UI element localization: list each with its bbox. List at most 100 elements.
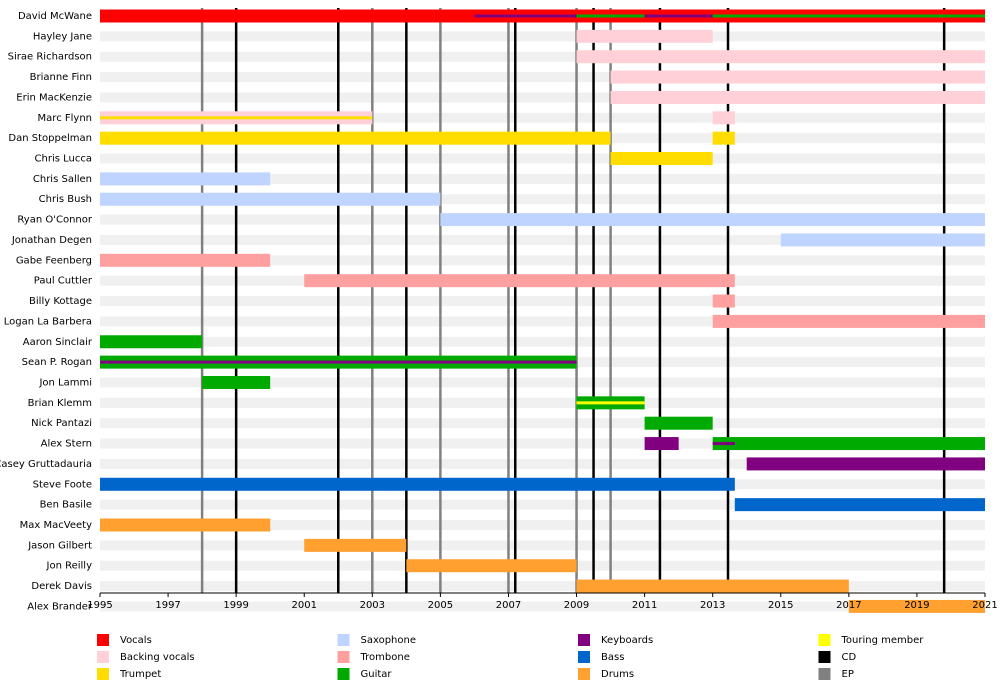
- legend-swatch: [97, 634, 109, 646]
- member-name: Hayley Jane: [33, 31, 92, 42]
- bar: [100, 131, 611, 145]
- bar: [746, 457, 985, 471]
- bar: [712, 314, 985, 328]
- x-tick-label: 1995: [87, 600, 112, 611]
- bar: [644, 437, 679, 451]
- legend-label: Trombone: [360, 652, 410, 663]
- member-name: Sean P. Rogan: [22, 357, 92, 368]
- member-name: Dan Stoppelman: [8, 133, 92, 144]
- member-name: Brian Klemm: [28, 398, 92, 409]
- row-band: [100, 377, 985, 388]
- legend-swatch: [578, 651, 590, 663]
- member-name: Marc Flynn: [38, 113, 92, 124]
- member-name: Erin MacKenzie: [16, 92, 92, 103]
- row-band: [100, 31, 985, 42]
- member-name: Paul Cuttler: [34, 276, 93, 287]
- legend-swatch: [818, 634, 831, 646]
- legend-label: Bass: [601, 652, 624, 663]
- bar: [440, 213, 985, 227]
- bar: [304, 538, 407, 552]
- bar: [406, 559, 577, 573]
- bar: [100, 192, 441, 206]
- legend-swatch: [337, 634, 350, 646]
- bar: [576, 29, 713, 43]
- legend-label: Saxophone: [361, 635, 417, 646]
- legend-label: Trumpet: [119, 669, 161, 680]
- member-name: Ryan O'Connor: [17, 215, 92, 226]
- member-name: Logan La Barbera: [4, 316, 92, 327]
- legend-swatch: [818, 651, 831, 663]
- member-name: Alex Brander: [27, 601, 93, 612]
- row-band: [100, 581, 985, 592]
- row-band: [100, 173, 985, 184]
- legend-label: Vocals: [120, 635, 152, 646]
- row-band: [100, 112, 985, 123]
- member-name: David McWane: [18, 11, 92, 22]
- row-band: [100, 153, 985, 164]
- bar: [100, 172, 271, 186]
- bar-stripe: [712, 442, 735, 446]
- row-band: [100, 540, 985, 551]
- legend-label: Backing vocals: [120, 652, 195, 663]
- member-name: Derek Davis: [31, 581, 92, 592]
- bar: [610, 70, 985, 84]
- row-band: [100, 92, 985, 103]
- bar-stripe: [100, 360, 577, 364]
- legend-swatch: [818, 668, 831, 680]
- bar: [100, 518, 271, 532]
- x-tick-label: 1999: [223, 600, 248, 611]
- row-band: [100, 336, 985, 347]
- bar: [100, 335, 203, 349]
- bar: [100, 477, 735, 491]
- bar: [576, 579, 849, 593]
- bar-stripe: [100, 116, 373, 120]
- x-tick-label: 2003: [360, 600, 385, 611]
- member-name: Jon Lammi: [38, 377, 92, 388]
- row-band: [100, 397, 985, 408]
- legend-swatch: [578, 634, 590, 646]
- bar: [712, 294, 735, 308]
- row-band: [100, 499, 985, 510]
- x-tick-label: 2011: [632, 600, 657, 611]
- legend-swatch: [337, 668, 350, 680]
- legend-label: Keyboards: [601, 635, 653, 646]
- legend-label: Touring member: [841, 635, 925, 646]
- x-tick-label: 2005: [428, 600, 453, 611]
- bar: [734, 498, 985, 512]
- legend-swatch: [337, 651, 350, 663]
- legend-swatch: [97, 651, 109, 663]
- bar-stripe: [474, 14, 577, 18]
- bar: [304, 274, 735, 288]
- member-name: Aaron Sinclair: [23, 337, 93, 348]
- x-tick-label: 2009: [564, 600, 589, 611]
- bar-stripe: [576, 401, 645, 405]
- legend-swatch: [97, 668, 109, 680]
- member-name: Chris Sallen: [33, 174, 92, 185]
- legend-label: EP: [842, 669, 854, 680]
- member-name: Chris Bush: [39, 194, 92, 205]
- bar: [712, 111, 735, 125]
- bar: [610, 152, 713, 166]
- row-band: [100, 255, 985, 266]
- x-tick-label: 2019: [904, 600, 929, 611]
- legend-label: Drums: [601, 669, 634, 680]
- legend-label: CD: [842, 652, 857, 663]
- member-name: Alex Stern: [41, 439, 92, 450]
- x-tick-label: 2015: [768, 600, 793, 611]
- x-tick-label: 1997: [155, 600, 180, 611]
- row-band: [100, 72, 985, 83]
- bar-stripe: [644, 14, 713, 18]
- bar-stripe: [712, 14, 985, 18]
- row-band: [100, 194, 985, 205]
- x-tick-label: 2017: [836, 600, 861, 611]
- member-name: Billy Kottage: [29, 296, 92, 307]
- row-band: [100, 601, 985, 612]
- row-band: [100, 296, 985, 307]
- row-band: [100, 520, 985, 530]
- member-name: Jon Reilly: [46, 561, 93, 572]
- member-name: Jason Gilbert: [27, 540, 92, 551]
- row-band: [100, 418, 985, 429]
- bar: [100, 253, 271, 267]
- bar: [576, 50, 985, 64]
